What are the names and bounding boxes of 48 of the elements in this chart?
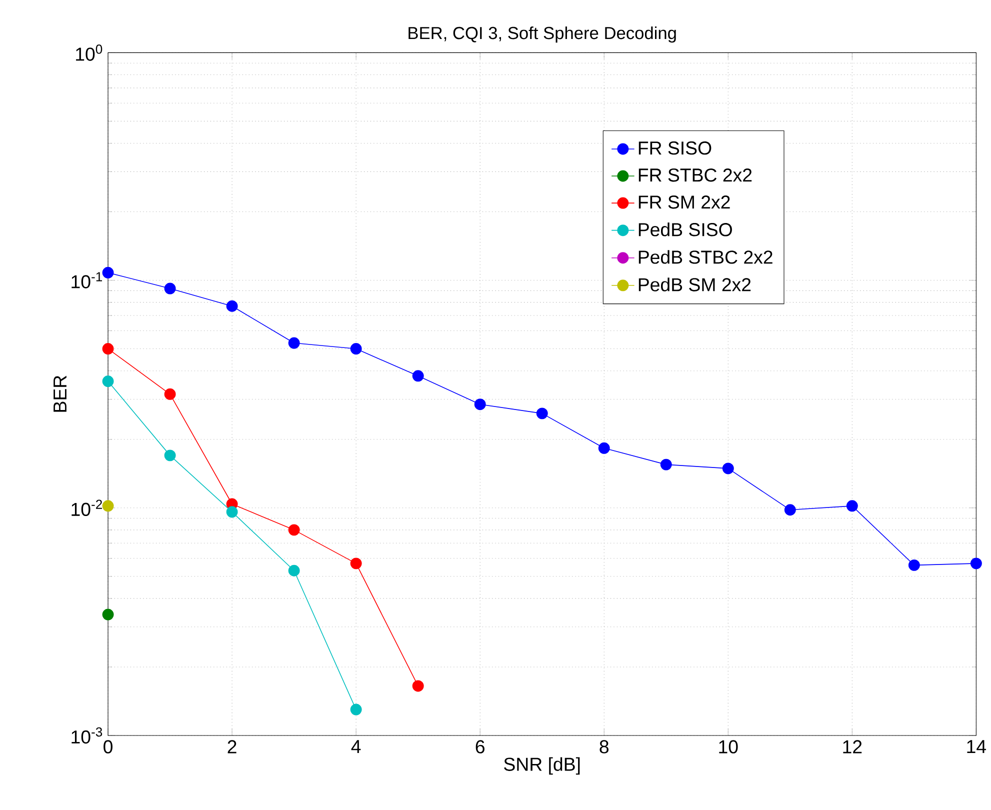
point bbox=[102, 342, 114, 354]
point bbox=[102, 375, 114, 387]
point bbox=[598, 442, 610, 454]
point bbox=[164, 450, 176, 462]
y-axis-title: BER bbox=[54, 376, 66, 412]
legend-label: FR SM 2x2 bbox=[638, 195, 730, 209]
point bbox=[350, 342, 362, 354]
point bbox=[164, 388, 176, 400]
chart-title: BER, CQI 3, Soft Sphere Decoding bbox=[408, 26, 676, 43]
legend-label: PedB SISO bbox=[638, 222, 732, 236]
y-tick-label: 10$^{-2}$ bbox=[72, 500, 102, 516]
point bbox=[350, 558, 362, 570]
x-tick-label: 4 bbox=[351, 740, 361, 753]
x-tick-label: 6 bbox=[476, 740, 484, 754]
point bbox=[350, 704, 362, 716]
point bbox=[288, 564, 300, 576]
point bbox=[784, 504, 796, 516]
point bbox=[164, 282, 176, 294]
y-tick-label: 10$^{-1}$ bbox=[72, 272, 102, 288]
y-tick-label: 10$^{0}$ bbox=[76, 44, 102, 61]
point bbox=[412, 680, 424, 692]
point bbox=[288, 524, 300, 536]
x-tick-label: 14 bbox=[967, 740, 986, 753]
legend-label: FR STBC 2x2 bbox=[638, 168, 752, 182]
point bbox=[722, 462, 734, 474]
point bbox=[102, 608, 114, 620]
y-tick-label: 10$^{-3}$ bbox=[72, 727, 102, 744]
point bbox=[102, 266, 114, 278]
point bbox=[474, 398, 486, 410]
x-axis-title: SNR [dB] bbox=[504, 757, 580, 775]
point bbox=[660, 458, 672, 470]
x-tick-label: 0 bbox=[104, 740, 112, 754]
x-tick-label: 2 bbox=[228, 740, 236, 754]
legend-label: PedB SM 2x2 bbox=[638, 278, 751, 292]
point bbox=[226, 506, 238, 518]
x-tick-label: 12 bbox=[843, 740, 862, 754]
point bbox=[908, 559, 920, 571]
point bbox=[288, 337, 300, 349]
point bbox=[226, 300, 238, 312]
point bbox=[102, 500, 114, 512]
legend-label: PedB STBC 2x2 bbox=[638, 250, 772, 264]
point bbox=[846, 500, 858, 512]
legend-label: FR SISO bbox=[638, 141, 712, 155]
point bbox=[412, 370, 424, 382]
point bbox=[970, 558, 982, 570]
x-tick-label: 8 bbox=[600, 740, 608, 754]
x-tick-label: 10 bbox=[719, 740, 738, 754]
point bbox=[536, 408, 548, 420]
